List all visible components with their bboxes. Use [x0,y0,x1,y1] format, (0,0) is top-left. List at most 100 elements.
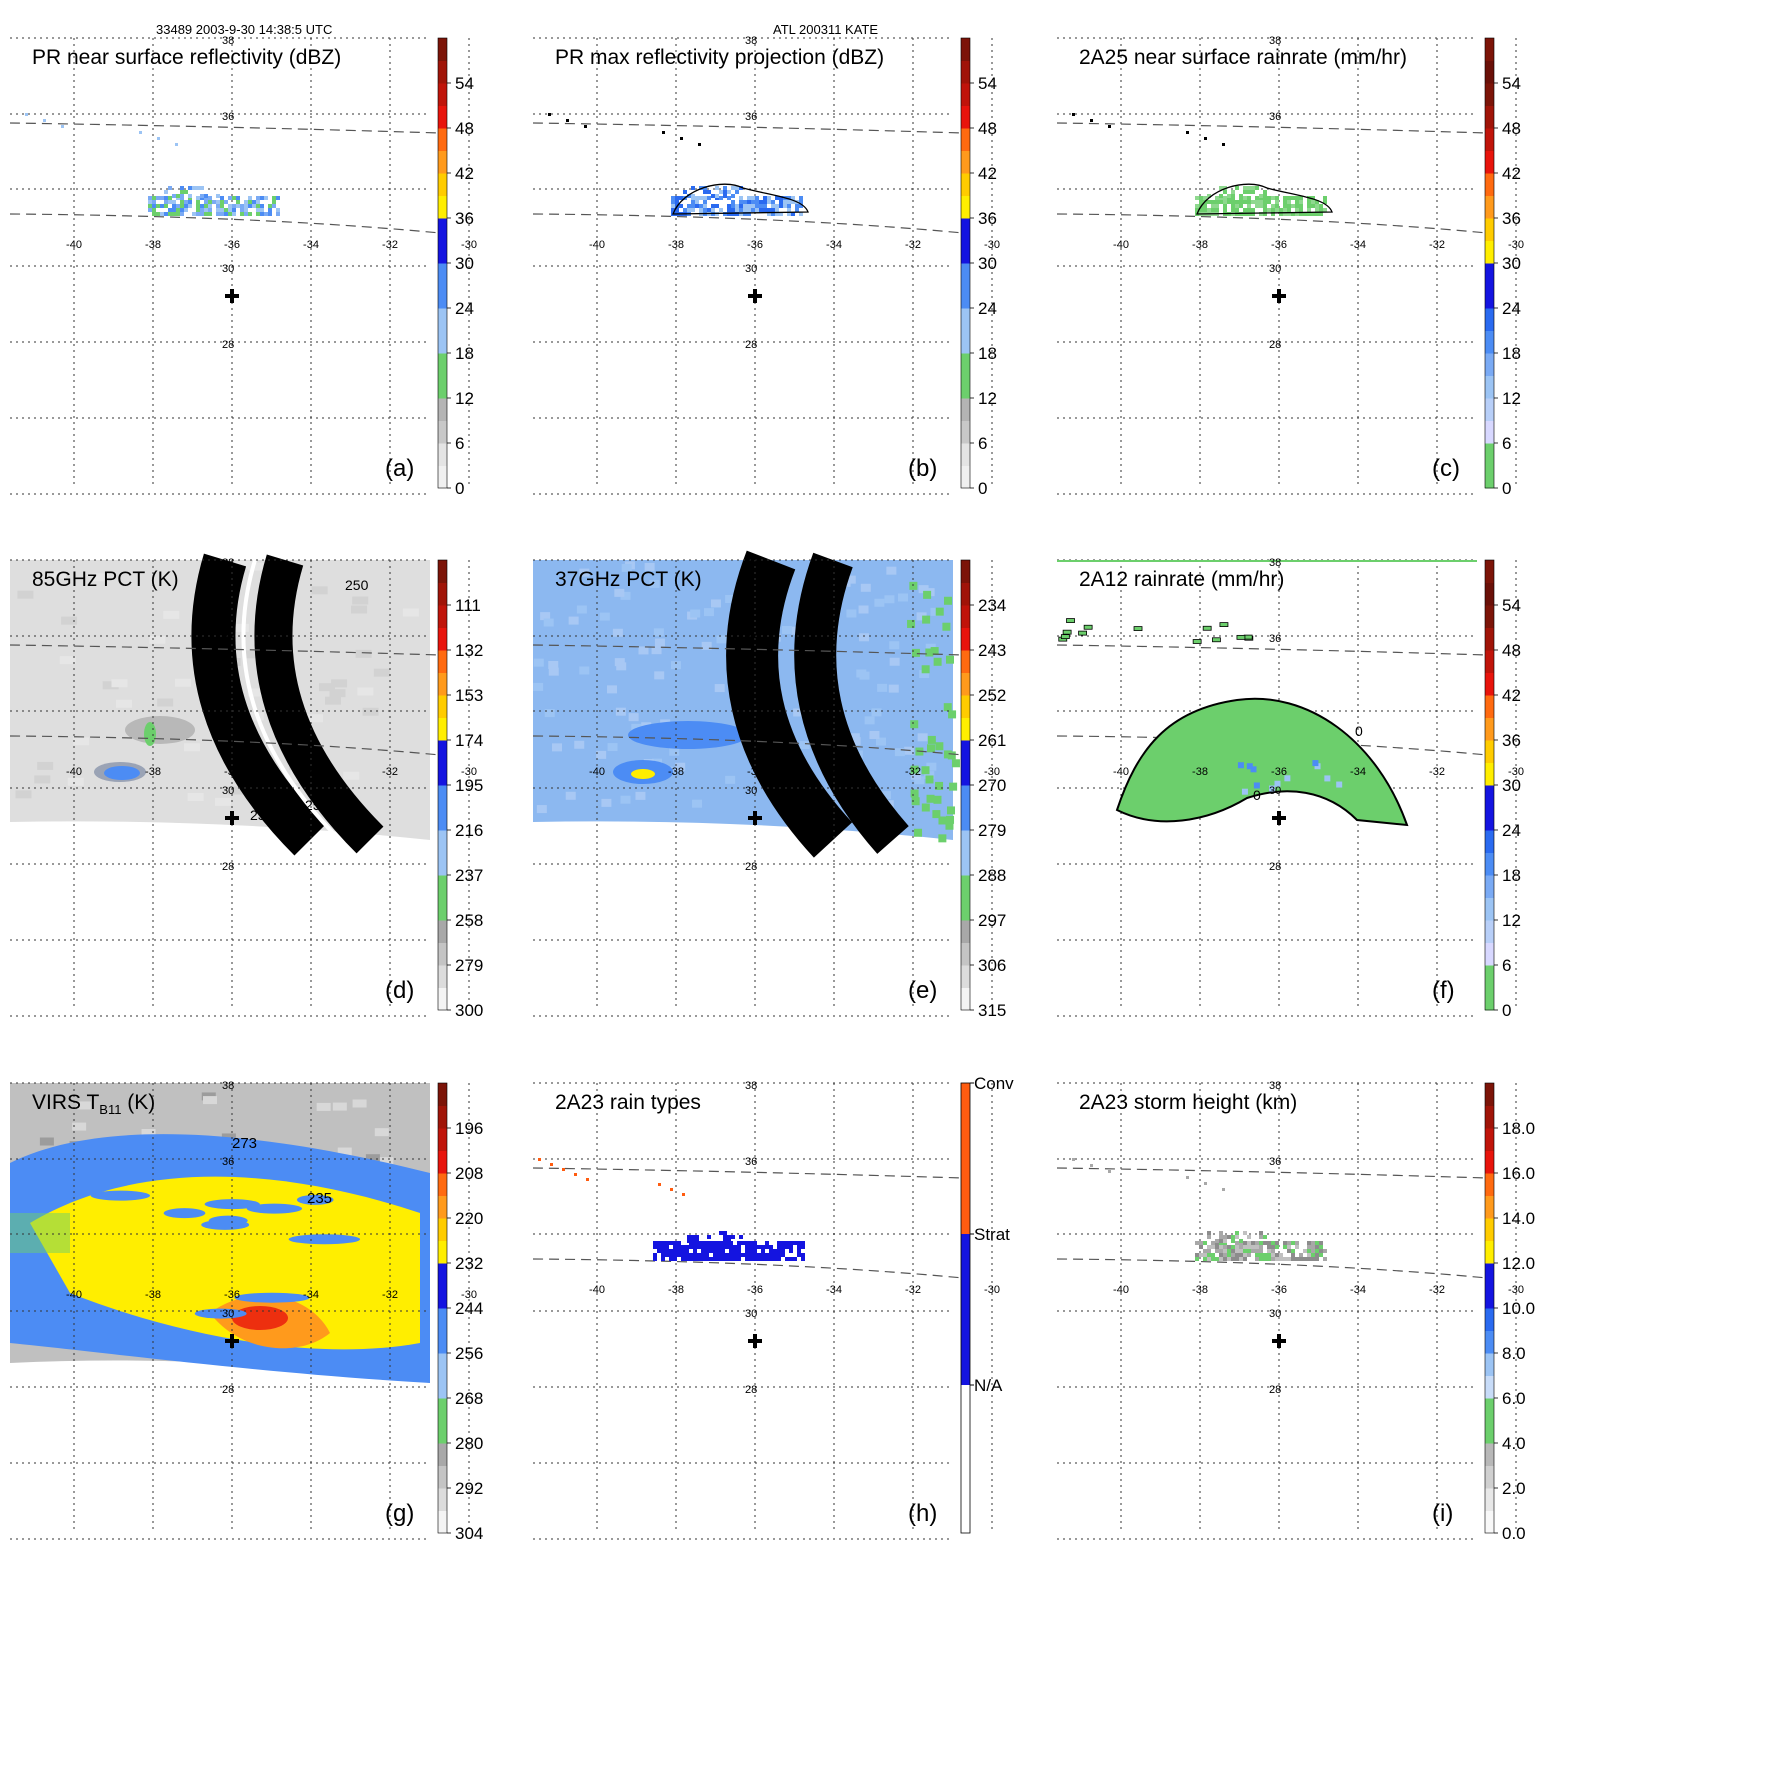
radar-pixel [1323,200,1327,204]
radar-pixel [1267,1241,1271,1245]
colorbar-tick-label: 6 [1502,956,1511,975]
colorbar-segment [1485,830,1494,853]
radar-pixel [675,196,679,200]
radar-pixel [1291,1249,1295,1253]
radar-pixel [1235,1231,1239,1235]
convective-pixel [550,1163,553,1166]
panel-title: 85GHz PCT (K) [32,568,179,591]
radar-pixel [739,196,743,200]
colorbar-tick-label: 6 [978,434,987,453]
radar-pixel [1239,1257,1243,1261]
contour-label: 273 [232,1135,257,1152]
colorbar-segment [1485,762,1494,786]
map-grid [10,1082,470,1540]
colorbar-segment [961,1234,970,1385]
radar-pixel [1267,200,1271,204]
radar-pixel [767,208,771,212]
storm-center-marker [225,1334,239,1348]
radar-pixel [745,1249,749,1253]
warm-area [944,596,953,605]
lon-label: -38 [668,766,684,778]
warm-area [946,655,955,664]
radar-pixel [248,196,252,200]
radar-pixel [1287,208,1291,212]
colorbar-segment [438,897,447,921]
radar-pixel [745,1245,749,1249]
radar-pixel [1319,1249,1323,1253]
radar-pixel [737,1257,741,1261]
colorbar-tick-label: 10.0 [1502,1299,1535,1318]
colorbar-tick-label: 292 [455,1479,483,1498]
lat-label: 36 [745,633,757,645]
colorbar-segment [1485,263,1494,286]
colorbar-tick-label: 36 [1502,209,1521,228]
lat-label: 38 [222,1080,234,1092]
warm-area [927,744,936,753]
radar-pixel [801,1245,805,1249]
radar-pixel [703,190,707,194]
radar-pixel [741,1253,745,1257]
background-texture [616,662,627,671]
scattered-rain [1236,634,1246,640]
radar-pixel [232,212,236,216]
panel-label: (g) [385,1500,414,1527]
lat-label: 30 [1269,263,1281,275]
background-texture [703,608,714,617]
radar-pixel [1227,1253,1231,1257]
cloud-texture [202,1096,217,1105]
radar-pixel [1295,200,1299,204]
colorbar-segment [961,875,970,898]
radar-pixel [725,1253,729,1257]
radar-pixel [1275,1257,1279,1261]
radar-pixel [1211,1245,1215,1249]
radar-pixel [761,1253,765,1257]
radar-pixel [723,190,727,194]
background-texture [888,684,899,693]
radar-pixel [1227,1257,1231,1261]
colorbar-segment [961,762,970,786]
colorbar-segment [961,1083,970,1234]
radar-pixel [753,1257,757,1261]
radar-pixel [739,212,743,216]
storm-center-marker [748,1334,762,1348]
radar-pixel [661,1249,665,1253]
background-texture [653,628,664,637]
radar-pixel [220,212,224,216]
colorbar-segment [961,83,970,106]
background-texture [311,586,328,595]
radar-pixel [1223,208,1227,212]
radar-pixel [737,1249,741,1253]
radar-pixel [1295,204,1299,208]
radar-pixel [727,208,731,212]
lon-label: -40 [66,1289,82,1301]
pct-arcs [191,553,384,856]
cloud-texture [374,1128,389,1137]
swath-edge [1056,122,1488,234]
radar-pixel [1315,1253,1319,1257]
cold-area [125,716,195,744]
background-texture [548,660,559,669]
radar-pixel [669,1257,673,1261]
lon-label: -40 [1113,766,1129,778]
lat-label: 36 [745,1156,757,1168]
radar-pixel [777,1245,781,1249]
background-texture [576,605,587,614]
colorbar-tick-label: 8.0 [1502,1344,1526,1363]
radar-pixel [184,204,188,208]
radar-pixel [745,1257,749,1261]
radar-pixel [1219,1245,1223,1249]
storm-center-marker [225,811,239,825]
lon-label: -36 [747,766,763,778]
colorbar-segment [1485,785,1494,808]
panel-g: 273 235 -40 -38 -36 -34 -32 -30 38 36 30 28 VIRS TB1… [10,1080,483,1543]
radar-pixel [248,200,252,204]
scattered-echo [584,125,587,128]
rain-pixel [1241,788,1248,795]
colorbar-segment [1485,60,1494,84]
lon-label: -34 [303,239,319,251]
radar-pixel [1219,186,1223,190]
radar-pixel [799,200,803,204]
rain-pixel [1324,775,1331,782]
radar-pixel [1227,1245,1231,1249]
colorbar-segment [961,38,970,61]
